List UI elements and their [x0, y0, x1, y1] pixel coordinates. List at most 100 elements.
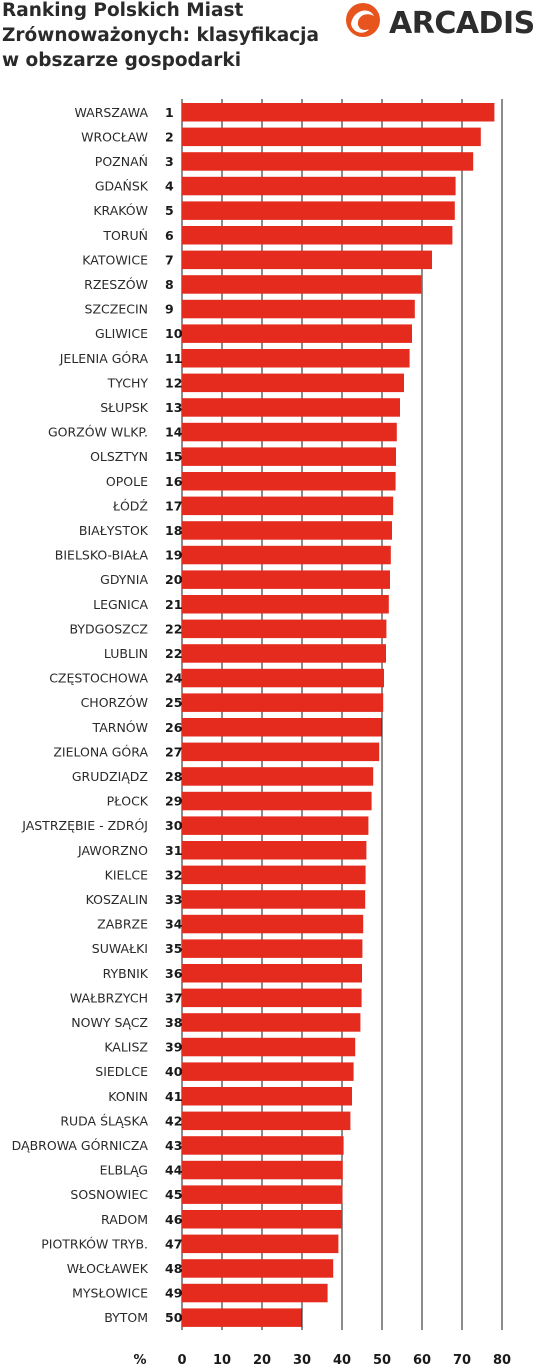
bar	[182, 349, 410, 368]
city-label: RYBNIK	[103, 966, 149, 981]
city-label: SUWAŁKI	[92, 941, 148, 956]
bar	[182, 1136, 344, 1155]
x-tick-label: 10	[213, 1353, 231, 1368]
bar	[182, 496, 394, 516]
rank-label: 4	[165, 179, 174, 194]
city-label: RADOM	[101, 1212, 148, 1227]
rank-label: 41	[165, 1089, 182, 1104]
bar	[182, 1013, 361, 1032]
bar	[182, 1087, 352, 1106]
bar	[182, 1259, 334, 1278]
bar	[182, 447, 396, 466]
title-line-2: Zrównoważonych: klasyfikacja	[2, 25, 319, 46]
bar	[182, 398, 400, 417]
rank-label: 16	[165, 474, 183, 489]
bar	[182, 644, 386, 663]
rank-label: 50	[165, 1310, 183, 1325]
city-label: RUDA ŚLĄSKA	[60, 1113, 148, 1128]
rank-label: 43	[165, 1138, 182, 1153]
x-tick-label: 60	[413, 1353, 431, 1368]
city-label: CHORZÓW	[81, 695, 148, 710]
bar	[182, 595, 389, 614]
rank-label: 49	[165, 1286, 182, 1301]
rank-label: 28	[165, 769, 182, 784]
bar	[182, 914, 364, 934]
city-label: POZNAŃ	[95, 154, 148, 169]
city-label: TARNÓW	[92, 720, 148, 735]
city-label: WAŁBRZYCH	[70, 990, 148, 1005]
city-label: SOSNOWIEC	[70, 1187, 148, 1202]
category-labels: WARSZAWA 1 WROCŁAW 2 POZNAŃ 3 GDAŃSK 4 KRAKÓW 5 TO…	[12, 105, 183, 1325]
city-label: RZESZÓW	[84, 277, 148, 292]
bar	[182, 939, 363, 958]
rank-label: 36	[165, 966, 183, 981]
city-label: JAWORZNO	[77, 843, 148, 858]
x-tick-label: 0	[177, 1353, 186, 1368]
city-label: WŁOCŁAWEK	[67, 1261, 149, 1276]
city-label: OLSZTYN	[90, 449, 148, 464]
x-tick-label: 40	[333, 1353, 351, 1368]
rank-label: 48	[165, 1261, 182, 1276]
city-label: ELBLĄG	[100, 1163, 148, 1178]
rank-label: 22	[165, 646, 182, 661]
bars	[182, 103, 495, 1327]
bar	[182, 324, 412, 343]
rank-label: 39	[165, 1040, 182, 1055]
city-label: DĄBROWA GÓRNICZA	[12, 1138, 149, 1153]
rank-label: 7	[165, 252, 174, 267]
bar	[182, 1283, 328, 1303]
rank-label: 8	[165, 277, 174, 292]
city-label: LEGNICA	[93, 597, 148, 612]
rank-label: 14	[165, 425, 183, 440]
bar	[182, 865, 366, 885]
x-tick-label: 80	[493, 1353, 511, 1368]
rank-label: 42	[165, 1113, 182, 1128]
bar	[182, 619, 387, 639]
x-axis-label: %	[133, 1353, 146, 1368]
rank-label: 12	[165, 375, 182, 390]
rank-label: 6	[165, 228, 174, 243]
bar	[182, 1185, 343, 1204]
city-label: KIELCE	[105, 867, 148, 882]
bar	[182, 890, 366, 909]
x-tick-label: 50	[373, 1353, 391, 1368]
bar	[182, 693, 384, 712]
city-label: BYTOM	[104, 1310, 148, 1325]
city-label: KATOWICE	[82, 252, 148, 267]
bar	[182, 767, 374, 786]
x-axis-ticks: 0 10 20 30 40 50 60 70 80%	[133, 1353, 511, 1368]
city-label: NOWY SĄCZ	[71, 1015, 148, 1030]
bar	[182, 841, 367, 860]
x-tick-label: 30	[293, 1353, 311, 1368]
rank-label: 35	[165, 941, 182, 956]
bar	[182, 816, 369, 835]
rank-label: 37	[165, 990, 182, 1005]
bar	[182, 988, 362, 1008]
bar	[182, 127, 481, 147]
rank-label: 32	[165, 867, 182, 882]
arcadis-logo-icon	[346, 3, 380, 37]
bar	[182, 791, 372, 811]
rank-label: 31	[165, 843, 182, 858]
bar	[182, 422, 397, 442]
bar	[182, 742, 380, 762]
bar	[182, 226, 453, 245]
city-label: JELENIA GÓRA	[59, 351, 149, 366]
bar	[182, 545, 391, 565]
rank-label: 25	[165, 695, 182, 710]
city-label: WARSZAWA	[74, 105, 148, 120]
rank-label: 15	[165, 449, 182, 464]
rank-label: 40	[165, 1064, 183, 1079]
bar	[182, 570, 390, 589]
rank-label: 24	[165, 671, 183, 686]
bar	[182, 176, 456, 196]
rank-label: 17	[165, 498, 182, 513]
bar	[182, 1160, 343, 1180]
rank-label: 5	[165, 203, 174, 218]
rank-label: 20	[165, 572, 183, 587]
bar	[182, 521, 392, 540]
rank-label: 1	[165, 105, 174, 120]
arcadis-logo-text: ARCADIS	[389, 6, 535, 41]
bar	[182, 1210, 342, 1229]
